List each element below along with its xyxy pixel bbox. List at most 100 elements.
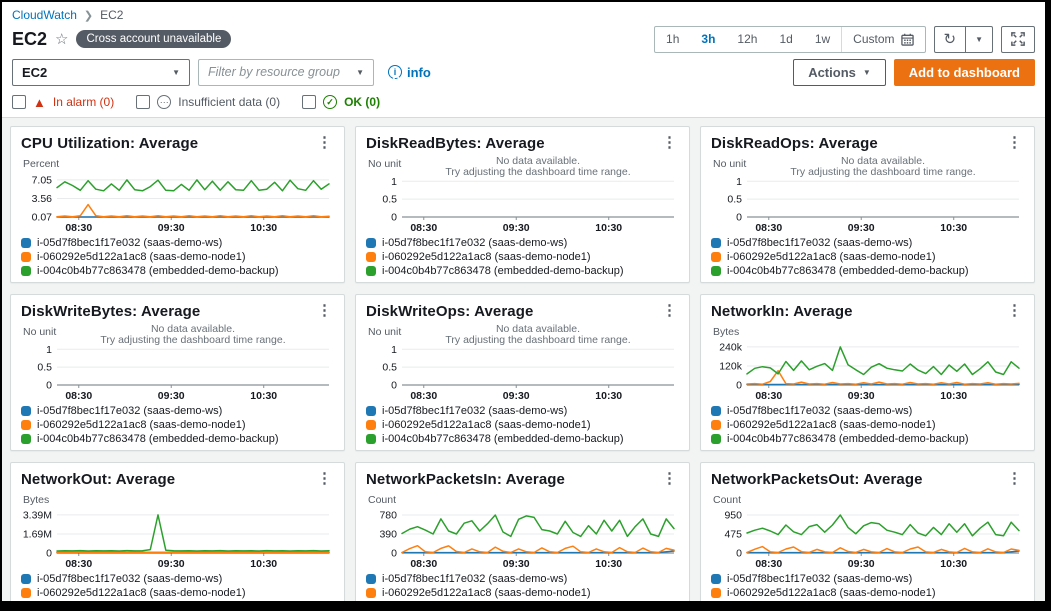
legend-item[interactable]: i-05d7f8bec1f17e032 (saas-demo-ws) xyxy=(711,404,1024,418)
ok-check-icon: ✓ xyxy=(323,95,338,109)
time-range-3h[interactable]: 3h xyxy=(690,27,726,52)
actions-button[interactable]: Actions ▼ xyxy=(793,58,886,86)
legend-item[interactable]: i-004c0b4b77c863478 (embedded-demo-backu… xyxy=(366,264,679,278)
legend-item[interactable]: i-060292e5d122a1ac8 (saas-demo-node1) xyxy=(366,250,679,264)
kebab-menu-button[interactable]: ⋮ xyxy=(662,134,677,151)
resource-group-filter[interactable]: Filter by resource group ▼ xyxy=(198,58,374,86)
metric-namespace-select[interactable]: EC2 ▼ xyxy=(12,58,190,86)
metric-card-grid: CPU Utilization: Average ⋮ Percent 7.05 3.56… xyxy=(2,118,1045,611)
kebab-menu-button[interactable]: ⋮ xyxy=(1007,470,1022,487)
legend-item[interactable]: i-05d7f8bec1f17e032 (saas-demo-ws) xyxy=(21,572,334,586)
svg-text:No data available.: No data available. xyxy=(496,155,580,167)
kebab-menu-button[interactable]: ⋮ xyxy=(662,470,677,487)
legend-item[interactable]: i-060292e5d122a1ac8 (saas-demo-node1) xyxy=(366,418,679,432)
chart-canvas[interactable]: Bytes 240k 120k 0 08:30 09:30 10:30 xyxy=(711,323,1025,403)
legend-swatch xyxy=(711,420,721,430)
insufficient-data-filter[interactable]: ⋯ Insufficient data (0) xyxy=(136,95,280,109)
refresh-button[interactable]: ↻ xyxy=(935,27,966,52)
legend-label: i-05d7f8bec1f17e032 (saas-demo-ws) xyxy=(382,237,568,249)
legend-item[interactable]: i-004c0b4b77c863478 (embedded-demo-backu… xyxy=(21,432,334,446)
legend-item[interactable]: i-004c0b4b77c863478 (embedded-demo-backu… xyxy=(711,264,1024,278)
breadcrumb-link-cloudwatch[interactable]: CloudWatch xyxy=(12,8,77,22)
favorite-star-icon[interactable]: ☆ xyxy=(55,30,69,48)
legend-item[interactable]: i-004c0b4b77c863478 (embedded-demo-backu… xyxy=(21,600,334,601)
legend-item[interactable]: i-004c0b4b77c863478 (embedded-demo-backu… xyxy=(21,264,334,278)
time-range-1w[interactable]: 1w xyxy=(804,27,841,52)
kebab-menu-button[interactable]: ⋮ xyxy=(1007,302,1022,319)
info-link[interactable]: i info xyxy=(388,65,431,80)
time-range-1h[interactable]: 1h xyxy=(655,27,690,52)
chart-canvas[interactable]: Count 780 390 0 08:30 09:30 10:30 xyxy=(366,491,680,571)
ok-checkbox[interactable] xyxy=(302,95,317,109)
svg-text:0.5: 0.5 xyxy=(382,362,397,374)
legend-item[interactable]: i-05d7f8bec1f17e032 (saas-demo-ws) xyxy=(366,572,679,586)
legend-item[interactable]: i-060292e5d122a1ac8 (saas-demo-node1) xyxy=(21,586,334,600)
legend-item[interactable]: i-060292e5d122a1ac8 (saas-demo-node1) xyxy=(711,586,1024,600)
chart-canvas[interactable]: No unit No data available.Try adjusting t… xyxy=(21,323,335,403)
chart-canvas[interactable]: Count 950 475 0 08:30 09:30 10:30 xyxy=(711,491,1025,571)
breadcrumb: CloudWatch ❯ EC2 xyxy=(12,7,1035,23)
kebab-menu-button[interactable]: ⋮ xyxy=(317,302,332,319)
legend-item[interactable]: i-004c0b4b77c863478 (embedded-demo-backu… xyxy=(366,432,679,446)
legend-swatch xyxy=(711,266,721,276)
chart-canvas[interactable]: Bytes 3.39M 1.69M 0 08:30 09:30 10:30 xyxy=(21,491,335,571)
svg-text:10:30: 10:30 xyxy=(595,222,622,234)
legend-swatch xyxy=(366,266,376,276)
legend-item[interactable]: i-060292e5d122a1ac8 (saas-demo-node1) xyxy=(21,250,334,264)
kebab-menu-button[interactable]: ⋮ xyxy=(317,470,332,487)
legend-swatch xyxy=(366,238,376,248)
legend-item[interactable]: i-004c0b4b77c863478 (embedded-demo-backu… xyxy=(711,600,1024,611)
chart-canvas[interactable]: No unit No data available.Try adjusting t… xyxy=(366,155,680,235)
chart-canvas[interactable]: No unit No data available.Try adjusting t… xyxy=(366,323,680,403)
legend-swatch xyxy=(366,420,376,430)
svg-text:09:30: 09:30 xyxy=(848,390,875,402)
legend-item[interactable]: i-05d7f8bec1f17e032 (saas-demo-ws) xyxy=(21,404,334,418)
legend-label: i-004c0b4b77c863478 (embedded-demo-backu… xyxy=(727,265,969,277)
svg-text:08:30: 08:30 xyxy=(65,222,92,234)
insufficient-data-icon: ⋯ xyxy=(157,95,172,109)
ok-filter[interactable]: ✓ OK (0) xyxy=(302,95,380,109)
chart-canvas[interactable]: Percent 7.05 3.56 0.07 08:30 09:30 10:30 xyxy=(21,155,335,235)
svg-text:1: 1 xyxy=(391,344,397,356)
legend-item[interactable]: i-05d7f8bec1f17e032 (saas-demo-ws) xyxy=(711,236,1024,250)
legend-item[interactable]: i-004c0b4b77c863478 (embedded-demo-backu… xyxy=(711,432,1024,446)
legend-swatch xyxy=(711,434,721,444)
legend-item[interactable]: i-05d7f8bec1f17e032 (saas-demo-ws) xyxy=(366,236,679,250)
svg-text:1.69M: 1.69M xyxy=(23,529,52,541)
legend-label: i-060292e5d122a1ac8 (saas-demo-node1) xyxy=(727,587,936,599)
add-to-dashboard-button[interactable]: Add to dashboard xyxy=(893,58,1035,86)
legend-swatch xyxy=(21,574,31,584)
insufficient-data-checkbox[interactable] xyxy=(136,95,151,109)
time-range-custom[interactable]: Custom xyxy=(841,26,924,52)
fullscreen-button[interactable] xyxy=(1001,25,1035,53)
kebab-menu-button[interactable]: ⋮ xyxy=(317,134,332,151)
svg-text:10:30: 10:30 xyxy=(940,558,967,570)
in-alarm-checkbox[interactable] xyxy=(12,95,26,109)
metric-card: CPU Utilization: Average ⋮ Percent 7.05 3.56… xyxy=(10,126,345,283)
chart-canvas[interactable]: No unit No data available.Try adjusting t… xyxy=(711,155,1025,235)
kebab-menu-button[interactable]: ⋮ xyxy=(1007,134,1022,151)
legend-swatch xyxy=(711,406,721,416)
legend-item[interactable]: i-05d7f8bec1f17e032 (saas-demo-ws) xyxy=(366,404,679,418)
in-alarm-filter[interactable]: ▲︎ In alarm (0) xyxy=(12,95,114,109)
time-range-1d[interactable]: 1d xyxy=(768,27,803,52)
legend-swatch xyxy=(366,434,376,444)
legend-item[interactable]: i-060292e5d122a1ac8 (saas-demo-node1) xyxy=(711,418,1024,432)
legend-label: i-004c0b4b77c863478 (embedded-demo-backu… xyxy=(382,601,624,611)
legend-label: i-004c0b4b77c863478 (embedded-demo-backu… xyxy=(727,601,969,611)
svg-text:Bytes: Bytes xyxy=(23,494,49,506)
legend-item[interactable]: i-060292e5d122a1ac8 (saas-demo-node1) xyxy=(21,418,334,432)
svg-text:390: 390 xyxy=(379,528,397,540)
time-range-12h[interactable]: 12h xyxy=(726,27,768,52)
refresh-options-caret[interactable]: ▼ xyxy=(965,26,992,52)
svg-text:08:30: 08:30 xyxy=(755,222,782,234)
legend-label: i-05d7f8bec1f17e032 (saas-demo-ws) xyxy=(37,573,223,585)
legend-item[interactable]: i-05d7f8bec1f17e032 (saas-demo-ws) xyxy=(21,236,334,250)
page-header: CloudWatch ❯ EC2 EC2 ☆ Cross account una… xyxy=(2,2,1045,118)
kebab-menu-button[interactable]: ⋮ xyxy=(662,302,677,319)
legend-label: i-060292e5d122a1ac8 (saas-demo-node1) xyxy=(382,587,591,599)
legend-item[interactable]: i-05d7f8bec1f17e032 (saas-demo-ws) xyxy=(711,572,1024,586)
legend-item[interactable]: i-004c0b4b77c863478 (embedded-demo-backu… xyxy=(366,600,679,611)
legend-item[interactable]: i-060292e5d122a1ac8 (saas-demo-node1) xyxy=(366,586,679,600)
legend-item[interactable]: i-060292e5d122a1ac8 (saas-demo-node1) xyxy=(711,250,1024,264)
